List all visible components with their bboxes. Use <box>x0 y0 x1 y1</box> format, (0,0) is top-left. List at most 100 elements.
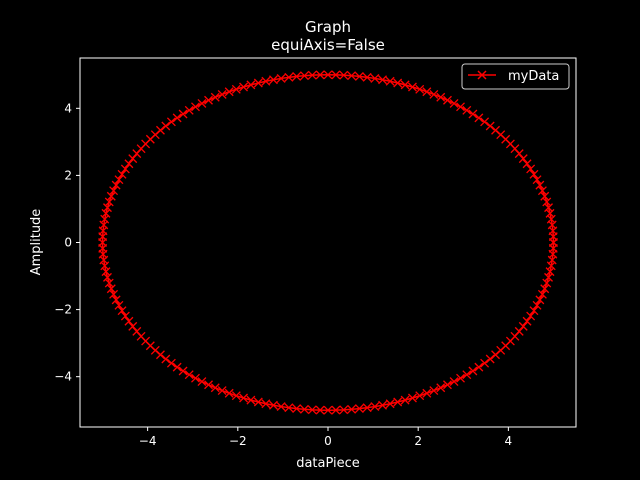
data-point-marker <box>468 109 478 119</box>
y-tick-label: 2 <box>64 168 72 182</box>
data-point-marker <box>385 399 395 409</box>
legend: myData <box>461 63 570 90</box>
data-point-marker <box>449 98 459 108</box>
data-point-marker <box>239 393 249 403</box>
data-point-marker <box>104 197 114 207</box>
plot-area <box>79 57 577 428</box>
data-point-marker <box>128 321 138 331</box>
data-point-marker <box>393 397 403 407</box>
x-tick-label: 0 <box>324 434 332 448</box>
data-point-marker <box>217 89 227 99</box>
data-point-marker <box>532 175 542 185</box>
data-point-marker <box>429 386 439 396</box>
data-point-marker <box>224 87 234 97</box>
data-point-marker <box>548 238 558 247</box>
y-tick-label: 4 <box>64 101 72 115</box>
data-point-marker <box>197 377 207 387</box>
y-axis: −4 −2 0 2 4 <box>54 101 80 384</box>
data-point-marker <box>268 75 278 85</box>
data-point-marker <box>532 300 542 310</box>
data-point-marker <box>284 403 294 413</box>
data-point-marker <box>385 76 395 86</box>
data-point-marker <box>485 354 495 364</box>
data-point-marker <box>535 295 545 305</box>
data-point-marker <box>197 98 207 108</box>
data-point-marker <box>422 87 432 97</box>
data-point-marker <box>104 278 114 288</box>
data-point-marker <box>542 197 552 207</box>
data-point-marker <box>529 169 539 179</box>
data-point-marker <box>518 321 528 331</box>
y-tick-label: −4 <box>54 370 72 384</box>
data-point-marker <box>307 405 317 415</box>
data-point-marker <box>276 402 286 412</box>
data-point-marker <box>436 92 446 102</box>
data-point-marker <box>544 203 553 213</box>
data-point-marker <box>362 403 372 413</box>
data-point-marker <box>103 272 112 282</box>
data-point-marker <box>315 70 325 80</box>
data-point-marker <box>299 404 309 414</box>
data-point-marker <box>246 395 256 405</box>
data-point-marker <box>370 402 380 412</box>
data-point-marker <box>114 300 124 310</box>
legend-entry-label: myData <box>508 69 559 84</box>
data-point-marker <box>422 388 432 398</box>
data-point-marker <box>339 405 349 415</box>
data-point-marker <box>429 89 439 99</box>
data-point-marker <box>109 289 119 299</box>
data-point-marker <box>400 80 410 90</box>
data-point-marker <box>231 84 241 94</box>
data-point-marker <box>331 405 341 415</box>
data-point-marker <box>184 105 194 115</box>
data-point-marker <box>339 70 349 80</box>
data-point-marker <box>292 71 302 81</box>
data-point-marker <box>456 102 465 112</box>
data-point-marker <box>132 149 142 159</box>
data-point-marker <box>106 284 116 294</box>
data-point-marker <box>407 393 417 403</box>
x-axis-label: dataPiece <box>296 456 360 471</box>
data-point-marker <box>106 191 116 201</box>
data-point-marker <box>354 404 364 414</box>
chart-title: Graph <box>305 18 351 36</box>
data-point-marker <box>128 154 138 164</box>
data-point-marker <box>436 383 446 393</box>
data-point-marker <box>347 71 357 81</box>
data-point-marker <box>253 78 263 88</box>
data-point-marker <box>491 125 501 135</box>
data-point-marker <box>480 358 490 368</box>
data-point-marker <box>545 208 555 218</box>
data-point-marker <box>124 316 134 326</box>
data-point-marker <box>540 284 550 294</box>
x-axis: −4 −2 0 2 4 <box>139 427 512 448</box>
data-point-marker <box>239 82 249 92</box>
data-point-marker <box>323 70 333 80</box>
data-point-marker <box>540 191 550 201</box>
data-point-marker <box>204 380 213 390</box>
x-tick-label: 2 <box>414 434 422 448</box>
data-point-marker <box>415 391 425 401</box>
data-point-marker <box>261 76 271 86</box>
y-tick-label: −2 <box>54 303 72 317</box>
data-point-marker <box>191 102 200 112</box>
x-tick-label: −4 <box>139 434 157 448</box>
x-tick-label: −2 <box>229 434 247 448</box>
data-point-marker <box>210 383 220 393</box>
data-point-marker <box>268 400 278 410</box>
data-point-marker <box>400 395 410 405</box>
data-point-marker <box>514 326 524 336</box>
data-point-marker <box>124 159 134 169</box>
data-point-marker <box>518 154 528 164</box>
data-point-marker <box>120 164 130 174</box>
data-point-marker <box>456 373 465 383</box>
data-point-marker <box>449 377 459 387</box>
data-point-marker <box>246 80 256 90</box>
data-point-marker <box>284 72 294 82</box>
data-point-marker <box>474 113 484 123</box>
data-point-marker <box>529 306 539 316</box>
y-tick-label: 0 <box>64 236 72 250</box>
data-point-marker <box>231 391 241 401</box>
data-point-marker <box>217 386 227 396</box>
